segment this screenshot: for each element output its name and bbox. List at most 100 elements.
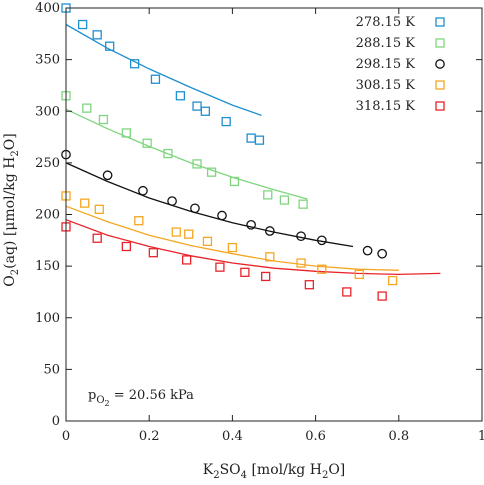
legend-marker — [435, 59, 445, 69]
data-point-series-3 — [184, 229, 194, 239]
pressure-annotation: pO2 = 20.56 kPa — [88, 388, 194, 408]
data-point-series-1 — [142, 138, 152, 148]
data-point-series-0 — [175, 91, 186, 101]
data-point-series-3 — [227, 242, 238, 253]
fit-curves — [65, 23, 441, 276]
data-point-series-3 — [202, 236, 213, 246]
y-tick-label: 150 — [35, 259, 60, 274]
y-tick-label: 300 — [35, 104, 60, 119]
data-point-series-2 — [362, 245, 373, 256]
data-point-series-0 — [192, 101, 202, 111]
legend-marker — [435, 101, 445, 111]
data-point-series-1 — [121, 128, 131, 138]
data-point-series-0 — [77, 19, 88, 30]
legend: 278.15 K 288.15 K 298.15 K 308.15 K 318.15 K — [356, 15, 445, 114]
data-point-series-0 — [254, 135, 265, 145]
x-axis-ticks: 0 0.2 0.4 0.6 0.8 1 — [62, 8, 484, 444]
data-point-series-3 — [354, 269, 364, 280]
plot-frame — [65, 7, 483, 422]
fit-curve-1 — [65, 108, 308, 200]
data-point-series-3 — [94, 204, 104, 214]
annotation-prefix: p — [88, 388, 96, 403]
data-points — [61, 3, 398, 301]
xlabel-sub1: 2 — [213, 470, 219, 481]
ylabel-main: O — [2, 275, 18, 286]
data-point-series-4 — [121, 241, 131, 252]
annotation-sub1: O — [96, 395, 104, 406]
legend-label: 308.15 K — [356, 78, 416, 93]
data-point-series-1 — [82, 103, 92, 113]
y-tick-label: 350 — [35, 53, 60, 68]
data-point-series-3 — [171, 227, 181, 237]
data-point-series-1 — [98, 114, 109, 125]
data-point-series-1 — [279, 195, 290, 205]
data-point-series-2 — [316, 235, 327, 246]
data-point-series-2 — [246, 219, 256, 230]
data-point-series-0 — [150, 74, 161, 84]
y-tick-label: 200 — [35, 208, 60, 223]
xlabel-end: O] — [328, 462, 345, 478]
data-point-series-4 — [261, 271, 271, 282]
y-tick-label: 50 — [43, 362, 60, 377]
data-point-series-4 — [377, 291, 387, 301]
data-point-series-1 — [229, 176, 240, 187]
data-point-series-1 — [206, 167, 217, 177]
data-point-series-3 — [317, 264, 327, 274]
xlabel-rest: [mol/kg H — [247, 462, 322, 478]
y-axis-ticks: 0 50 100 150 200 250 300 350 400 — [35, 1, 482, 429]
data-point-series-2 — [377, 248, 388, 259]
legend-marker — [435, 17, 445, 27]
x-tick-label: 0.8 — [388, 429, 409, 444]
data-point-series-1 — [163, 148, 173, 159]
data-point-series-1 — [263, 190, 273, 200]
data-point-series-1 — [192, 159, 202, 169]
x-tick-label: 0.6 — [305, 429, 326, 444]
y-tick-label: 400 — [35, 1, 60, 16]
xlabel-mid: SO — [220, 462, 241, 478]
legend-marker — [435, 38, 445, 48]
data-point-series-2 — [217, 210, 227, 221]
x-tick-label: 1 — [478, 429, 484, 444]
data-point-series-2 — [138, 185, 148, 196]
data-point-series-4 — [215, 262, 225, 272]
data-point-series-3 — [387, 275, 398, 286]
ylabel-rest: (aq) [μmol/kg H — [2, 157, 18, 269]
y-tick-label: 250 — [35, 156, 60, 171]
data-point-series-4 — [342, 287, 352, 297]
data-point-series-0 — [221, 116, 231, 127]
annotation-suffix: = 20.56 kPa — [110, 388, 195, 403]
data-point-series-2 — [296, 231, 306, 242]
legend-label: 318.15 K — [356, 99, 416, 114]
fit-curve-0 — [65, 23, 262, 117]
y-tick-label: 0 — [52, 414, 60, 429]
data-point-series-3 — [296, 258, 306, 268]
data-point-series-4 — [181, 255, 192, 265]
x-tick-label: 0.2 — [139, 429, 160, 444]
fit-curve-4 — [65, 219, 441, 276]
y-tick-label: 100 — [35, 311, 60, 326]
x-tick-label: 0 — [62, 429, 70, 444]
xlabel-sub3: 2 — [322, 470, 328, 481]
legend-label: 298.15 K — [356, 57, 416, 72]
x-tick-label: 0.4 — [222, 429, 243, 444]
data-point-series-0 — [92, 30, 102, 40]
data-point-series-0 — [129, 59, 140, 69]
fit-curve-2 — [65, 162, 354, 248]
data-point-series-0 — [105, 41, 115, 51]
annotation-sub2: 2 — [105, 399, 110, 408]
data-point-series-2 — [264, 226, 275, 236]
data-point-series-4 — [148, 248, 159, 258]
y-axis-title: O2(aq) [μmol/kg H2O] — [2, 133, 21, 286]
xlabel-main: K — [203, 462, 214, 478]
data-point-series-2 — [190, 203, 200, 214]
ylabel-sub1: 2 — [10, 269, 21, 275]
data-point-series-4 — [240, 267, 250, 277]
x-axis-title: K2SO4 [mol/kg H2O] — [203, 462, 346, 481]
data-point-series-4 — [304, 280, 315, 290]
fit-curve-3 — [65, 205, 399, 271]
data-point-series-3 — [134, 216, 144, 226]
ylabel-end: O] — [2, 133, 18, 150]
xlabel-sub2: 4 — [241, 470, 247, 481]
data-point-series-0 — [246, 133, 256, 143]
